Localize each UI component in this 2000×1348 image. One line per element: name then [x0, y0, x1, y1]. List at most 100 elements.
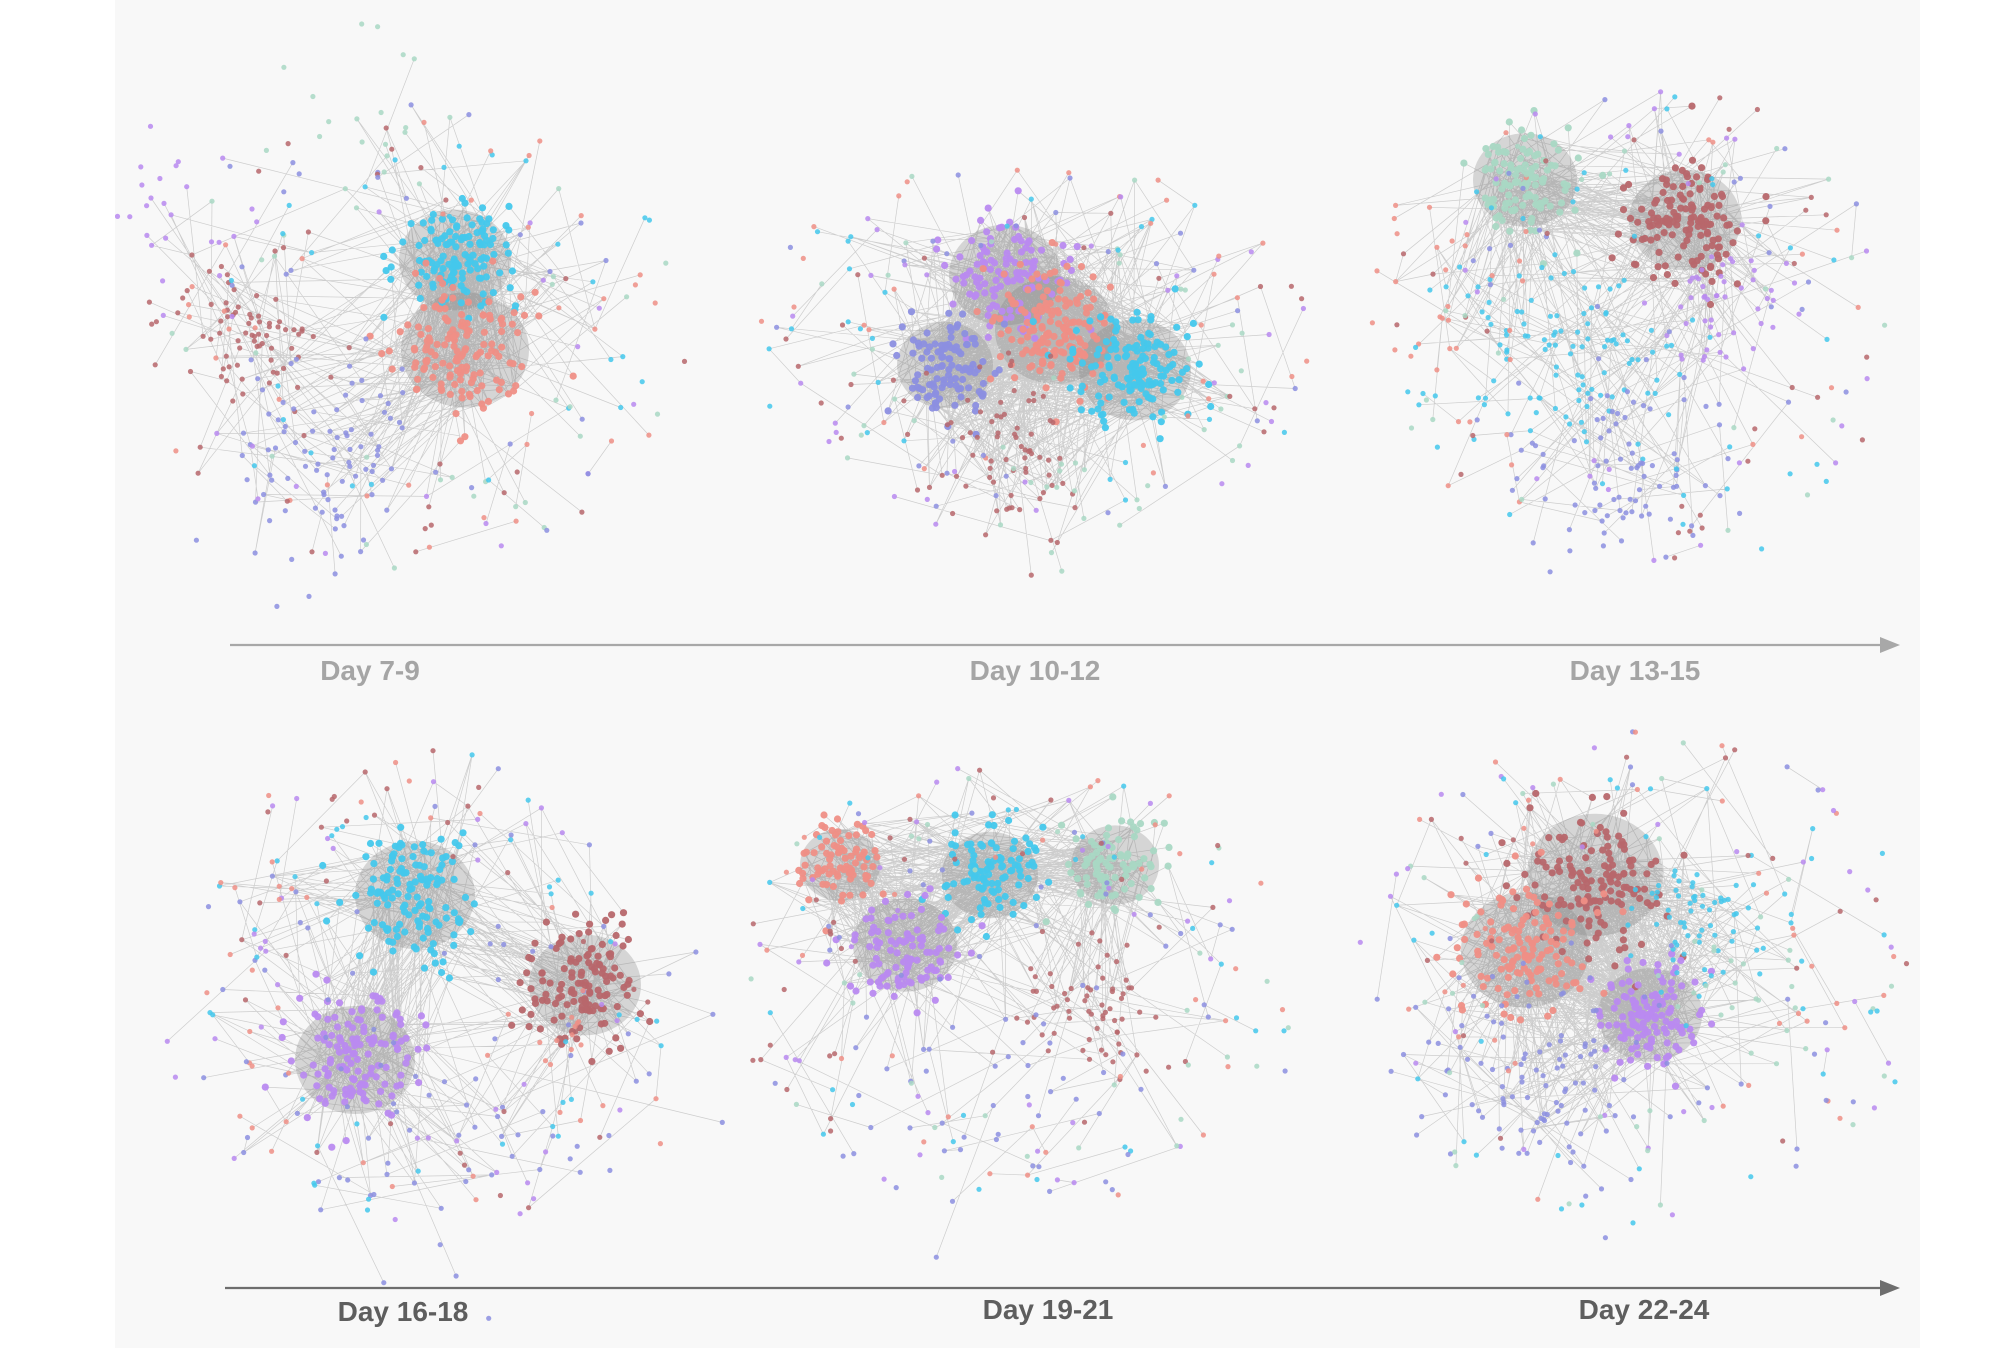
node [1460, 982, 1466, 988]
node [1062, 990, 1068, 997]
network-edges [146, 58, 650, 574]
node [558, 1012, 566, 1020]
node [869, 961, 877, 969]
node [1447, 346, 1453, 352]
node [1666, 202, 1674, 210]
node [419, 912, 427, 920]
node [1591, 480, 1597, 486]
node [924, 496, 930, 502]
node [426, 1092, 432, 1098]
node [364, 454, 370, 460]
node [1120, 398, 1128, 406]
node [1144, 340, 1152, 348]
node [187, 368, 194, 375]
node [259, 257, 265, 263]
node [1626, 1056, 1635, 1064]
node [608, 939, 614, 945]
node [1636, 1166, 1642, 1172]
node [438, 968, 446, 977]
node [343, 392, 349, 398]
node [1550, 140, 1558, 148]
node [952, 343, 961, 351]
node [828, 1116, 834, 1122]
node [972, 291, 980, 299]
node [1593, 1064, 1599, 1070]
node [1594, 303, 1601, 310]
node [1029, 1124, 1035, 1130]
node [1558, 1102, 1564, 1109]
node [239, 264, 245, 270]
node [1647, 1007, 1656, 1016]
node [387, 275, 395, 283]
node [1105, 843, 1111, 850]
node [1651, 1015, 1659, 1023]
node [1649, 890, 1655, 896]
node [1134, 1052, 1140, 1058]
node [1630, 399, 1637, 405]
node [1580, 1080, 1586, 1086]
node [1514, 934, 1522, 942]
node [217, 330, 223, 336]
node [998, 399, 1004, 405]
node [998, 307, 1006, 315]
node [994, 886, 1003, 894]
node [356, 1041, 364, 1049]
node [1576, 985, 1584, 993]
node [1606, 887, 1615, 895]
node [599, 1001, 605, 1008]
node [310, 93, 316, 100]
node [1393, 279, 1399, 285]
node [855, 272, 861, 278]
node [1512, 1060, 1518, 1066]
node [960, 1112, 967, 1118]
node [501, 1108, 507, 1115]
node [990, 795, 997, 801]
node [921, 466, 927, 472]
node [636, 1010, 645, 1018]
node [1016, 269, 1024, 277]
node [861, 322, 867, 328]
node [1022, 346, 1030, 354]
node [855, 853, 864, 862]
node [486, 1315, 492, 1321]
node [904, 890, 912, 899]
node [954, 926, 962, 934]
node [1239, 330, 1245, 336]
node [1653, 233, 1661, 242]
node [612, 941, 618, 947]
node [1070, 1120, 1076, 1126]
node [1197, 950, 1203, 956]
node [1522, 913, 1530, 921]
node [1080, 1047, 1086, 1053]
node [971, 407, 980, 415]
node [517, 293, 525, 301]
node [1145, 394, 1153, 402]
node [1617, 507, 1623, 514]
node [1484, 150, 1492, 158]
node [281, 64, 287, 70]
node [1668, 943, 1674, 949]
node [1104, 824, 1113, 832]
node [1611, 1074, 1619, 1082]
node [1631, 1003, 1639, 1012]
node [1686, 1025, 1694, 1033]
node [420, 964, 429, 972]
node [1089, 273, 1097, 281]
node [1477, 908, 1485, 916]
node [1715, 243, 1723, 251]
node [1751, 267, 1757, 273]
node [1178, 368, 1186, 376]
node [339, 824, 346, 830]
node [1748, 1050, 1754, 1056]
node [1629, 782, 1636, 788]
node [1217, 922, 1223, 928]
node [1432, 393, 1438, 399]
node [1479, 309, 1485, 315]
node [359, 21, 365, 27]
node [837, 897, 846, 905]
node [1522, 193, 1530, 201]
node [1579, 176, 1585, 182]
node [972, 401, 980, 410]
node [269, 477, 275, 483]
node [1630, 1220, 1636, 1226]
